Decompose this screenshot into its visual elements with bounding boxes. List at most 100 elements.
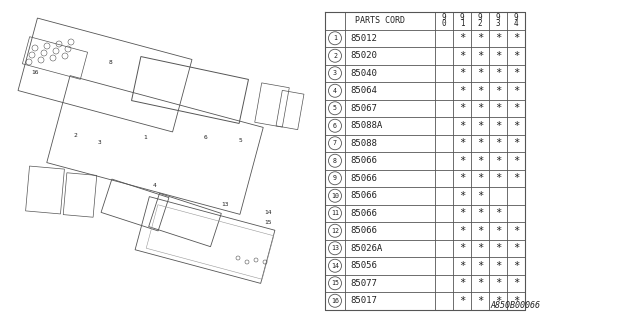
Text: *: * — [495, 296, 501, 306]
Text: 10: 10 — [331, 193, 339, 199]
Text: *: * — [477, 86, 483, 96]
Text: 85012: 85012 — [350, 34, 377, 43]
Text: 85077: 85077 — [350, 279, 377, 288]
Text: 11: 11 — [331, 210, 339, 216]
Text: *: * — [477, 208, 483, 218]
Text: 14: 14 — [264, 210, 272, 214]
Text: *: * — [459, 121, 465, 131]
Text: *: * — [459, 208, 465, 218]
Text: *: * — [459, 278, 465, 288]
Text: 85017: 85017 — [350, 296, 377, 305]
Text: 0: 0 — [442, 19, 446, 28]
Text: *: * — [495, 243, 501, 253]
Text: *: * — [477, 261, 483, 271]
Text: *: * — [459, 138, 465, 148]
Text: 13: 13 — [331, 245, 339, 251]
Text: *: * — [513, 173, 519, 183]
Text: *: * — [495, 68, 501, 78]
Text: *: * — [459, 191, 465, 201]
Text: *: * — [513, 226, 519, 236]
Text: 9: 9 — [442, 13, 446, 22]
Text: 5: 5 — [238, 138, 242, 142]
Text: *: * — [477, 296, 483, 306]
Text: 4: 4 — [333, 88, 337, 94]
Text: *: * — [459, 86, 465, 96]
Text: *: * — [495, 173, 501, 183]
Text: *: * — [477, 51, 483, 61]
Text: 9: 9 — [496, 13, 500, 22]
Text: 2: 2 — [73, 132, 77, 138]
Text: *: * — [495, 261, 501, 271]
Text: 85020: 85020 — [350, 51, 377, 60]
Text: *: * — [477, 33, 483, 43]
Text: *: * — [477, 68, 483, 78]
Text: 6: 6 — [203, 134, 207, 140]
Text: 3: 3 — [98, 140, 102, 145]
Text: *: * — [459, 51, 465, 61]
Text: *: * — [477, 103, 483, 113]
Text: 4: 4 — [153, 182, 157, 188]
Text: 1: 1 — [460, 19, 464, 28]
Text: *: * — [495, 156, 501, 166]
Text: *: * — [477, 278, 483, 288]
Text: *: * — [513, 296, 519, 306]
Text: *: * — [477, 138, 483, 148]
Text: *: * — [459, 156, 465, 166]
Text: *: * — [495, 226, 501, 236]
Text: 8: 8 — [333, 158, 337, 164]
Text: 15: 15 — [331, 280, 339, 286]
Text: 9: 9 — [477, 13, 483, 22]
Text: 4: 4 — [514, 19, 518, 28]
Text: *: * — [513, 33, 519, 43]
Text: *: * — [459, 243, 465, 253]
Text: *: * — [477, 191, 483, 201]
Text: 16: 16 — [31, 69, 39, 75]
Text: *: * — [495, 33, 501, 43]
Text: *: * — [513, 51, 519, 61]
Text: 85056: 85056 — [350, 261, 377, 270]
Text: *: * — [513, 121, 519, 131]
Text: 85088: 85088 — [350, 139, 377, 148]
Text: *: * — [513, 103, 519, 113]
Text: 5: 5 — [333, 105, 337, 111]
Text: *: * — [513, 68, 519, 78]
Text: *: * — [495, 86, 501, 96]
Text: 85066: 85066 — [350, 226, 377, 235]
Text: *: * — [513, 261, 519, 271]
Text: 16: 16 — [331, 298, 339, 304]
Text: 85040: 85040 — [350, 69, 377, 78]
Text: 9: 9 — [333, 175, 337, 181]
Text: 3: 3 — [496, 19, 500, 28]
Text: 12: 12 — [331, 228, 339, 234]
Text: 2: 2 — [333, 53, 337, 59]
Text: *: * — [495, 121, 501, 131]
Text: A850B00066: A850B00066 — [490, 301, 540, 310]
Text: *: * — [459, 68, 465, 78]
Text: PARTS CORD: PARTS CORD — [355, 16, 405, 25]
Text: 3: 3 — [333, 70, 337, 76]
Text: *: * — [459, 33, 465, 43]
Text: *: * — [495, 103, 501, 113]
Text: *: * — [495, 278, 501, 288]
Text: *: * — [495, 208, 501, 218]
Text: *: * — [513, 278, 519, 288]
Text: 85066: 85066 — [350, 209, 377, 218]
Text: *: * — [459, 103, 465, 113]
Text: 1: 1 — [333, 35, 337, 41]
Text: 8: 8 — [108, 60, 112, 65]
Text: *: * — [477, 156, 483, 166]
Text: 1: 1 — [143, 134, 147, 140]
Text: *: * — [495, 138, 501, 148]
Text: *: * — [513, 86, 519, 96]
Text: 6: 6 — [333, 123, 337, 129]
Text: 85026A: 85026A — [350, 244, 382, 253]
Text: 14: 14 — [331, 263, 339, 269]
Text: *: * — [477, 226, 483, 236]
Text: 7: 7 — [333, 140, 337, 146]
Text: *: * — [477, 243, 483, 253]
Text: *: * — [459, 173, 465, 183]
Text: 85088A: 85088A — [350, 121, 382, 130]
Text: 15: 15 — [264, 220, 272, 225]
Text: 9: 9 — [514, 13, 518, 22]
Text: *: * — [513, 156, 519, 166]
